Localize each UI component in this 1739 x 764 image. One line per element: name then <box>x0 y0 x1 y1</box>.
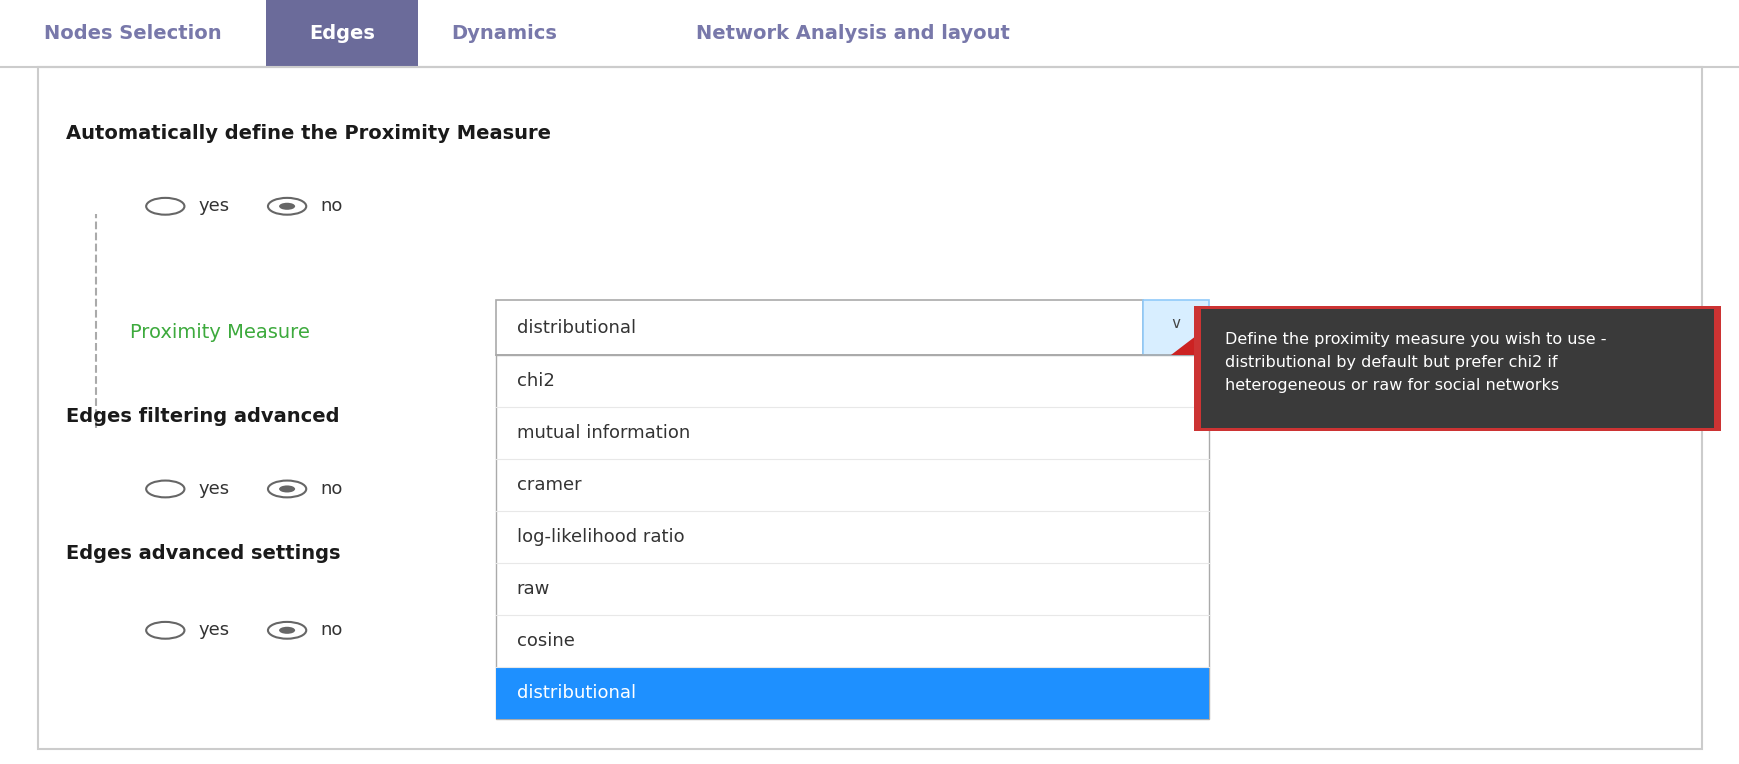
Circle shape <box>275 484 299 494</box>
Text: Automatically define the Proximity Measure: Automatically define the Proximity Measu… <box>66 125 551 143</box>
Circle shape <box>278 485 296 493</box>
Text: no: no <box>320 480 343 498</box>
Text: log-likelihood ratio: log-likelihood ratio <box>516 528 683 546</box>
Text: no: no <box>320 621 343 639</box>
FancyBboxPatch shape <box>496 300 1143 355</box>
Circle shape <box>146 622 184 639</box>
Circle shape <box>275 625 299 636</box>
FancyBboxPatch shape <box>496 355 1209 719</box>
FancyBboxPatch shape <box>1143 300 1209 355</box>
FancyBboxPatch shape <box>496 667 1209 719</box>
Text: Edges advanced settings: Edges advanced settings <box>66 545 341 563</box>
Text: Edges: Edges <box>310 24 374 43</box>
Polygon shape <box>1170 326 1209 355</box>
Circle shape <box>146 481 184 497</box>
Circle shape <box>146 198 184 215</box>
Text: Dynamics: Dynamics <box>452 24 556 43</box>
Text: Define the proximity measure you wish to use -
distributional by default but pre: Define the proximity measure you wish to… <box>1224 332 1605 393</box>
Text: Edges filtering advanced: Edges filtering advanced <box>66 407 339 426</box>
Text: Proximity Measure: Proximity Measure <box>130 323 310 342</box>
Circle shape <box>275 201 299 212</box>
Circle shape <box>268 198 306 215</box>
Circle shape <box>278 626 296 634</box>
Text: distributional: distributional <box>516 319 635 337</box>
Text: yes: yes <box>198 480 230 498</box>
Circle shape <box>268 481 306 497</box>
Text: distributional: distributional <box>516 684 635 702</box>
Text: no: no <box>320 197 343 215</box>
Text: chi2: chi2 <box>516 372 555 390</box>
Text: raw: raw <box>516 580 550 598</box>
FancyBboxPatch shape <box>266 0 417 67</box>
Text: Network Analysis and layout: Network Analysis and layout <box>696 24 1009 43</box>
Circle shape <box>278 202 296 210</box>
Text: yes: yes <box>198 621 230 639</box>
Text: mutual information: mutual information <box>516 424 690 442</box>
Text: cosine: cosine <box>516 632 574 650</box>
Text: yes: yes <box>198 197 230 215</box>
Text: cramer: cramer <box>516 476 581 494</box>
Text: v: v <box>1170 316 1181 332</box>
FancyBboxPatch shape <box>38 67 1701 749</box>
FancyBboxPatch shape <box>1200 309 1713 428</box>
FancyBboxPatch shape <box>1193 306 1720 431</box>
Circle shape <box>268 622 306 639</box>
Text: Nodes Selection: Nodes Selection <box>43 24 223 43</box>
